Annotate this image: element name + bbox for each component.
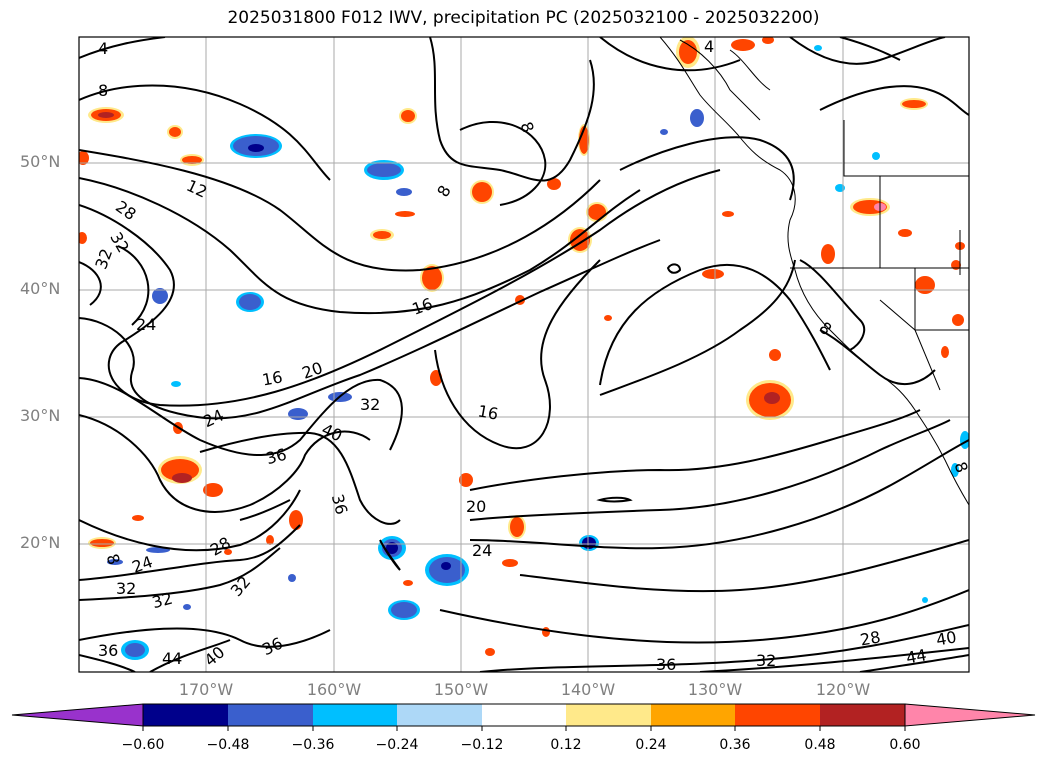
contour-label: 16	[261, 367, 284, 389]
lat-label: 40°N	[20, 279, 61, 298]
colorbar-segment	[820, 704, 905, 726]
colorbar-segment	[397, 704, 482, 726]
contour-label: 4	[98, 39, 108, 58]
precipitation-shading	[79, 37, 969, 660]
colorbar-segment	[313, 704, 397, 726]
colorbar-segment	[566, 704, 651, 726]
colorbar-segment	[143, 704, 228, 726]
lon-label: 170°W	[178, 680, 234, 699]
colorbar-segment	[482, 704, 566, 726]
colorbar-over-extension	[904, 703, 1036, 727]
contour-label: 36	[98, 641, 118, 660]
contour-label: 44	[905, 645, 928, 667]
lat-label: 50°N	[20, 152, 61, 171]
lon-label: 140°W	[560, 680, 616, 699]
lat-label: 20°N	[20, 533, 61, 552]
contour-label: 36	[328, 492, 352, 517]
lat-label: 30°N	[20, 406, 61, 425]
colorbar-tick-label: −0.12	[460, 737, 504, 753]
colorbar-tick-label: 0.48	[804, 737, 836, 753]
colorbar-tick-label: 0.12	[550, 737, 582, 753]
colorbar-frame	[142, 703, 906, 727]
contour-label: 24	[472, 541, 492, 560]
contour-label: 32	[116, 579, 136, 598]
colorbar	[11, 703, 1036, 731]
contour-label: 28	[859, 627, 882, 649]
colorbar-tick-label: −0.60	[121, 737, 165, 753]
contour-label: 36	[264, 445, 289, 469]
colorbar-tick-label: 0.60	[889, 737, 921, 753]
colorbar-tick-label: 0.24	[635, 737, 667, 753]
contour-label: 32	[756, 651, 776, 670]
lon-label: 120°W	[815, 680, 871, 699]
contour-label: 24	[136, 315, 156, 334]
colorbar-tick-label: −0.24	[375, 737, 419, 753]
colorbar-segment	[735, 704, 820, 726]
map-area	[79, 37, 969, 672]
contour-label: 4	[704, 37, 714, 56]
coastline	[659, 37, 969, 506]
contour-label: 44	[162, 649, 182, 668]
contour-label: 32	[360, 395, 380, 414]
contour-label: 8	[98, 81, 108, 100]
colorbar-ticks	[142, 726, 906, 731]
contour-label: 36	[656, 655, 676, 674]
lon-label: 130°W	[687, 680, 743, 699]
colorbar-segment	[651, 704, 735, 726]
map-frame	[78, 36, 970, 673]
colorbar-segment	[228, 704, 313, 726]
colorbar-tick-label: −0.48	[206, 737, 250, 753]
lon-label: 150°W	[433, 680, 489, 699]
contour-label: 40	[935, 627, 958, 649]
colorbar-tick-label: 0.36	[719, 737, 751, 753]
lon-label: 160°W	[306, 680, 362, 699]
colorbar-under-extension	[11, 703, 144, 727]
contour-label: 32	[150, 589, 175, 613]
contour-label: 20	[466, 497, 486, 516]
contour-label: 16	[476, 401, 499, 423]
colorbar-tick-label: −0.36	[291, 737, 335, 753]
precip-negative-blobs	[107, 45, 969, 660]
precip-positive-blobs	[79, 37, 965, 656]
map-title: 2025031800 F012 IWV, precipitation PC (2…	[227, 8, 820, 28]
